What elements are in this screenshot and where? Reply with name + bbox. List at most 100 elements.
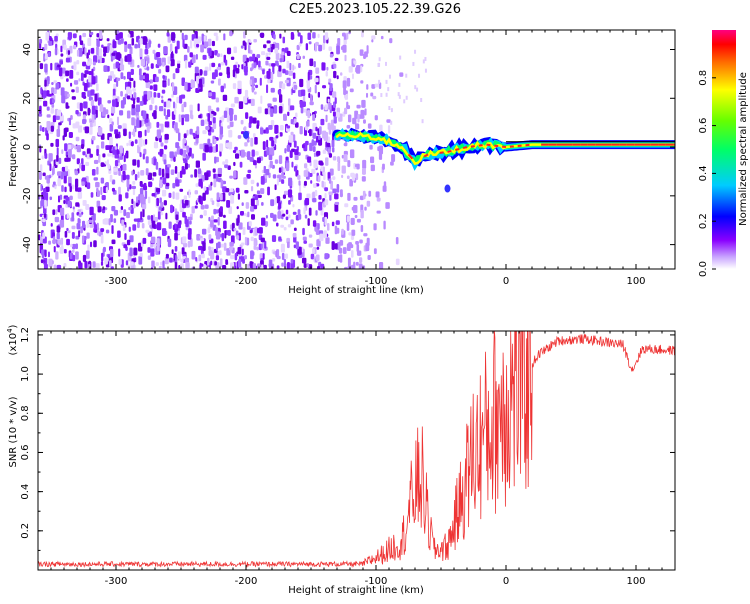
noise-cell [206,267,210,271]
noise-cell [312,198,316,202]
noise-cell [287,112,289,116]
noise-cell [105,161,107,164]
noise-cell [131,142,134,147]
noise-cell [39,171,42,180]
noise-cell [283,195,286,199]
noise-cell [281,262,283,266]
noise-cell [229,242,233,247]
noise-cell [94,160,98,164]
noise-cell [183,243,187,247]
noise-cell [254,269,257,276]
noise-cell [167,109,170,117]
noise-cell [334,116,337,123]
noise-cell [162,75,165,79]
noise-cell [175,166,177,174]
noise-cell [173,225,175,230]
noise-cell [181,104,184,112]
noise-cell [213,117,216,123]
noise-cell [361,225,363,232]
noise-cell [101,261,103,266]
noise-cell [57,171,61,176]
noise-cell [129,248,132,257]
noise-cell [289,63,291,70]
noise-cell [109,260,112,267]
noise-cell [159,106,163,111]
noise-cell [420,98,422,102]
noise-cell [370,93,373,97]
noise-cell [298,180,300,185]
noise-cell [254,92,257,95]
noise-cell [252,63,254,69]
colorbar: 0.00.20.40.60.8 Normalized spectral ampl… [698,30,749,277]
noise-cell [372,96,376,99]
noise-cell [305,141,309,145]
noise-cell [390,121,392,125]
noise-cell [285,254,288,259]
noise-cell [70,244,72,248]
noise-cell [184,133,187,138]
noise-cell [179,114,181,122]
noise-cell [113,218,116,223]
noise-cell [91,48,95,54]
noise-cell [66,78,69,82]
noise-cell [319,234,323,242]
noise-cell [249,40,251,43]
noise-cell [143,97,147,105]
noise-cell [328,191,332,195]
noise-cell [77,145,81,152]
noise-cell [163,177,166,184]
noise-cell [83,74,87,78]
noise-cell [167,32,170,36]
noise-cell [120,58,123,65]
noise-cell [200,69,203,76]
noise-cell [257,228,261,233]
noise-cell [294,85,298,90]
spectrogram-x-label: Height of straight line (km) [288,285,424,296]
noise-cell [81,181,84,186]
y-tick-label: 0.6 [20,445,31,461]
noise-cell [90,242,92,248]
snr-y-exponent: (x104) [6,324,19,355]
noise-cell [310,180,312,184]
noise-cell [184,35,187,40]
noise-cell [135,139,138,144]
noise-cell [98,206,102,212]
noise-cell [107,78,109,83]
noise-cell [325,32,328,40]
noise-cell [68,183,71,187]
noise-cell [293,212,297,215]
noise-cell [188,241,191,248]
noise-cell [255,165,257,169]
noise-cell [145,74,149,83]
noise-cell [274,105,278,114]
noise-cell [176,214,179,220]
noise-cell [55,47,57,55]
noise-cell [115,30,119,33]
noise-cell [281,244,285,253]
noise-cell [271,140,274,146]
noise-cell [322,181,324,188]
noise-cell [381,36,384,39]
noise-cell [302,101,306,107]
noise-cell [140,152,142,157]
noise-cell [293,72,296,78]
noise-cell [208,217,210,222]
noise-cell [275,184,277,190]
noise-cell [333,156,337,160]
noise-cell [48,259,52,268]
noise-cell [145,118,148,122]
noise-cell [337,184,340,193]
noise-cell [251,214,255,220]
noise-cell [376,191,380,197]
noise-cell [47,124,50,131]
noise-cell [107,38,110,41]
noise-cell [147,126,150,133]
noise-cell [245,237,247,245]
noise-cell [286,125,290,128]
noise-cell [175,46,178,53]
noise-cell [294,118,297,123]
noise-cell [356,65,360,74]
noise-cell [283,115,287,121]
noise-cell [186,146,189,153]
noise-cell [132,88,136,92]
